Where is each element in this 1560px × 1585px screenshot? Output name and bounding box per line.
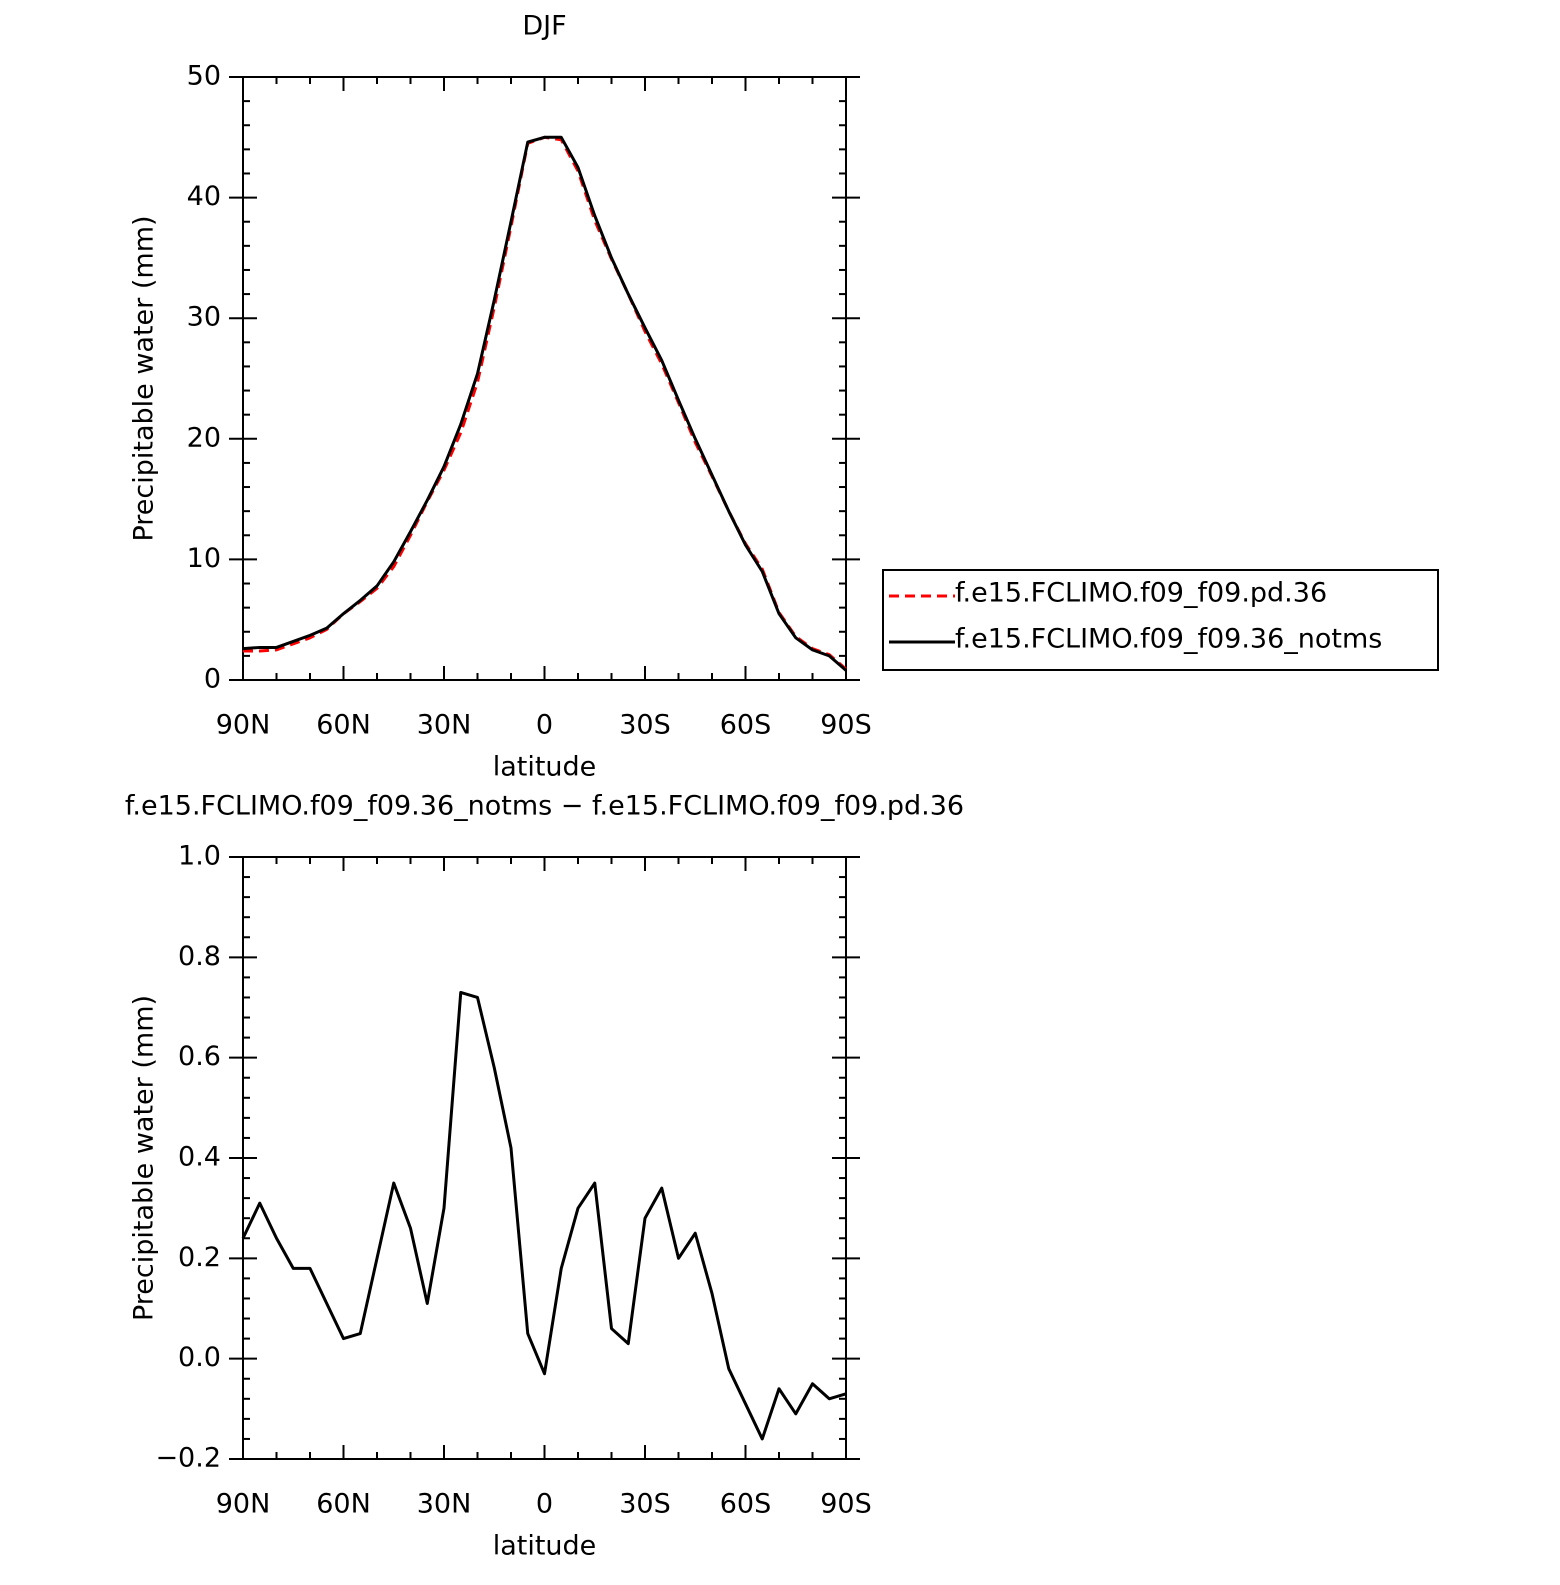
chart-title: DJF <box>522 11 566 42</box>
x-axis-label: latitude <box>493 752 597 783</box>
x-tick-label: 60S <box>720 710 772 741</box>
y-tick-label: 10 <box>187 543 221 574</box>
x-tick-label: 90N <box>216 1489 271 1520</box>
x-tick-label: 0 <box>536 1489 553 1520</box>
y-axis-label: Precipitable water (mm) <box>129 995 160 1321</box>
y-tick-label: 20 <box>187 422 221 453</box>
y-tick-label: 0.6 <box>178 1041 221 1072</box>
x-tick-label: 90S <box>820 710 872 741</box>
legend-label: f.e15.FCLIMO.f09_f09.36_notms <box>955 624 1382 655</box>
y-tick-label: 40 <box>187 181 221 212</box>
x-tick-label: 90N <box>216 710 271 741</box>
x-tick-label: 60S <box>720 1489 772 1520</box>
legend-label: f.e15.FCLIMO.f09_f09.pd.36 <box>955 578 1327 609</box>
plot-frame <box>242 856 847 1460</box>
data-line <box>243 135 847 671</box>
x-tick-label: 60N <box>316 710 371 741</box>
x-tick-label: 30S <box>619 710 671 741</box>
y-tick-label: 0 <box>204 664 221 695</box>
y-tick-label: −0.2 <box>155 1443 221 1474</box>
x-tick-label: 30N <box>417 710 472 741</box>
y-tick-label: 0.8 <box>178 941 221 972</box>
legend-box <box>882 569 1439 671</box>
plot-frame <box>242 76 847 681</box>
y-tick-label: 0.4 <box>178 1142 221 1173</box>
x-tick-label: 60N <box>316 1489 371 1520</box>
x-tick-label: 0 <box>536 710 553 741</box>
y-tick-label: 30 <box>187 302 221 333</box>
data-line <box>241 990 847 1441</box>
x-tick-label: 30N <box>417 1489 472 1520</box>
data-line <box>242 135 847 672</box>
x-tick-label: 30S <box>619 1489 671 1520</box>
x-axis-label: latitude <box>493 1531 597 1562</box>
y-tick-label: 50 <box>187 61 221 92</box>
y-axis-label: Precipitable water (mm) <box>129 215 160 541</box>
x-tick-label: 90S <box>820 1489 872 1520</box>
y-tick-label: 0.0 <box>178 1342 221 1373</box>
y-tick-label: 0.2 <box>178 1242 221 1273</box>
chart-title: f.e15.FCLIMO.f09_f09.36_notms − f.e15.FC… <box>125 791 964 822</box>
y-tick-label: 1.0 <box>178 841 221 872</box>
